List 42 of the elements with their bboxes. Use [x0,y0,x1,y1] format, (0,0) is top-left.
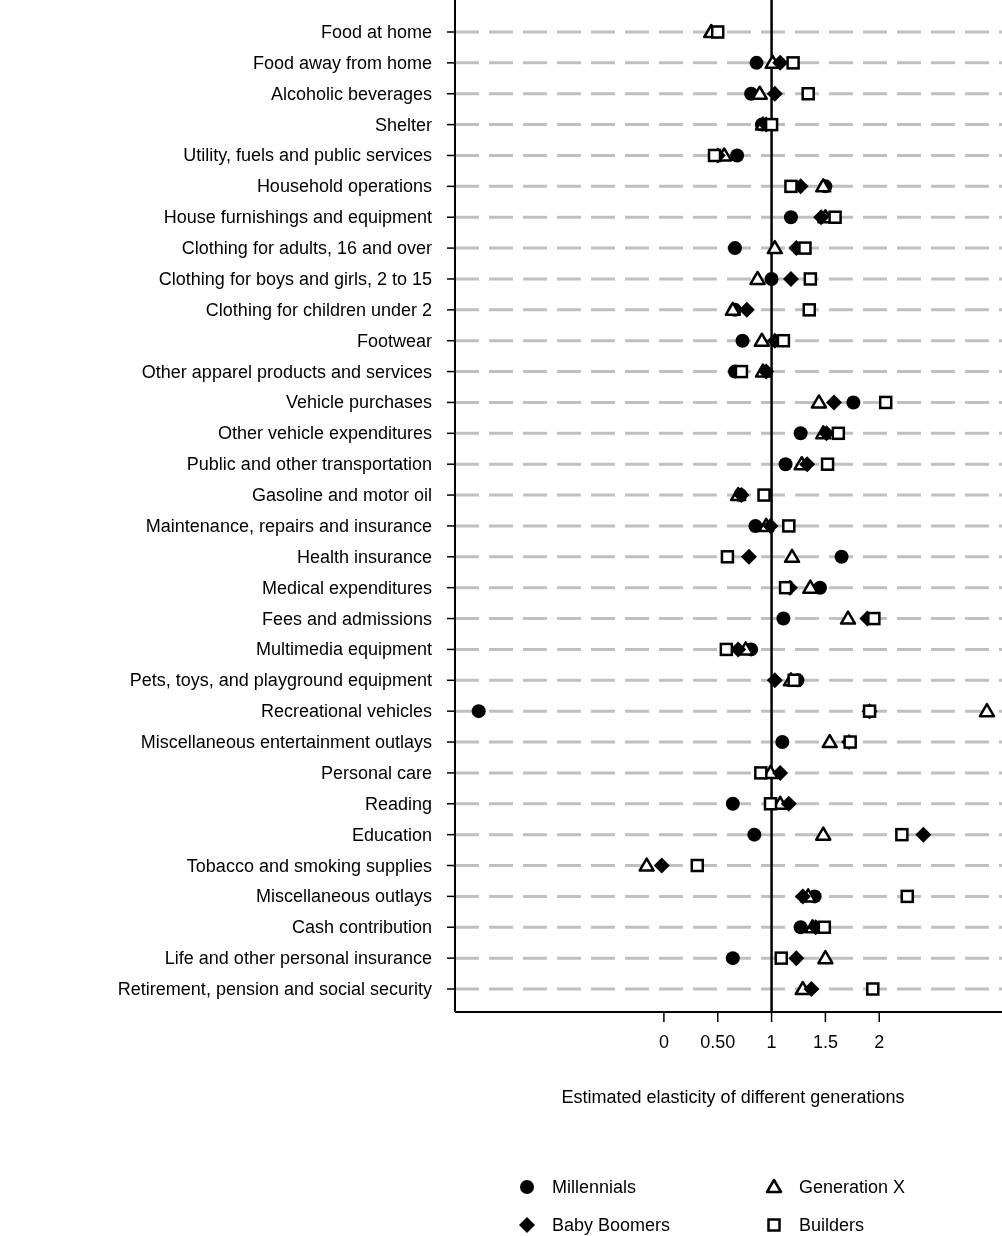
y-tick-label: Other apparel products and services [141,361,432,382]
x-tick-label: 0 [658,1032,669,1052]
x-tick-label: 2 [874,1032,885,1052]
y-tick-label: Retirement, pension and social security [117,979,432,999]
y-tick-label: Education [351,824,432,845]
y-tick-label: Reading [364,793,432,814]
y-tick-label: Clothing for adults, 16 and over [181,238,432,259]
y-tick-label: Recreational vehicles [260,701,432,722]
y-tick-label: House furnishings and equipment [163,207,432,228]
y-tick-label: Food at home [320,22,432,42]
y-tick-label: Household operations [256,176,432,197]
y-tick-label: Other vehicle expenditures [217,423,432,444]
legend-label: Generation X [799,1177,906,1197]
y-tick-label: Medical expenditures [261,577,432,598]
y-tick-label: Multimedia equipment [255,639,432,660]
y-tick-label: Vehicle purchases [285,392,432,413]
y-tick-label: Fees and admissions [261,608,432,629]
y-tick-label: Food away from home [252,52,432,73]
y-tick-label: Maintenance, repairs and insurance [145,515,432,536]
legend-label: Baby Boomers [552,1215,671,1235]
x-tick-label: 1.5 [812,1032,838,1052]
x-axis-title: Estimated elasticity of different generations [561,1087,905,1107]
y-tick-label: Miscellaneous outlays [255,886,432,907]
y-tick-label: Shelter [374,114,432,135]
legend-label: Builders [799,1215,865,1235]
x-tick-label: 0.50 [700,1032,736,1052]
y-tick-label: Personal care [320,762,432,783]
y-tick-label: Alcoholic beverages [270,83,432,104]
y-tick-label: Gasoline and motor oil [251,485,432,506]
y-tick-label: Pets, toys, and playground equipment [129,670,432,691]
y-tick-label: Clothing for boys and girls, 2 to 15 [158,268,432,289]
legend-label: Millennials [552,1177,637,1197]
y-tick-label: Clothing for children under 2 [205,299,432,320]
y-tick-label: Cash contribution [291,917,432,938]
y-tick-label: Footwear [356,330,432,351]
y-tick-label: Utility, fuels and public services [183,145,432,166]
y-tick-label: Tobacco and smoking supplies [186,855,432,876]
y-tick-label: Health insurance [296,546,432,567]
y-tick-label: Life and other personal insurance [164,948,432,969]
x-tick-label: 1 [766,1032,777,1052]
y-tick-label: Miscellaneous entertainment outlays [140,732,432,753]
y-tick-label: Public and other transportation [186,454,432,475]
